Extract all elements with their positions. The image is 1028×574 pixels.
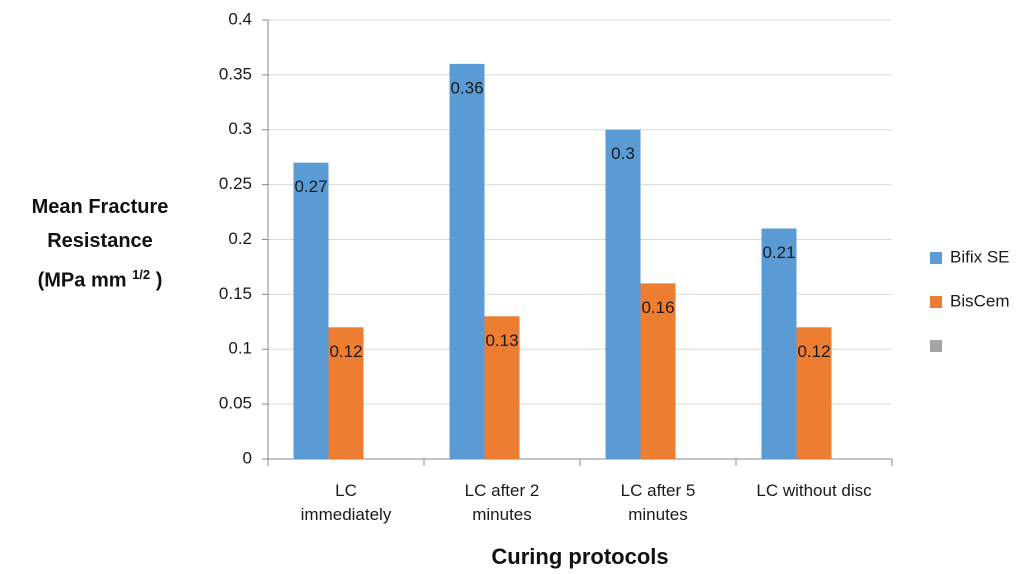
data-label: 0.27 — [294, 177, 327, 196]
y-tick-label: 0.4 — [228, 9, 252, 28]
bar — [605, 129, 641, 459]
y-tick-label: 0.1 — [228, 339, 252, 358]
y-tick-label: 0.35 — [219, 64, 252, 83]
unit: (MPa mm — [37, 269, 127, 292]
x-axis-title: Curing protocols — [491, 544, 669, 569]
y-axis-title-line: Resistance — [47, 230, 153, 252]
y-tick-label: 0.15 — [219, 284, 252, 303]
data-label: 0.13 — [485, 331, 518, 350]
x-tick-label: LC after 5 minutes — [620, 481, 696, 524]
bar — [484, 316, 520, 459]
y-tick-label: 0.25 — [219, 174, 252, 193]
y-axis-title: Mean Fracture Resistance (MPa mm 1/2 ) — [0, 190, 200, 298]
legend-swatch — [930, 340, 942, 352]
y-axis-unit: (MPa mm 1/2 ) — [0, 258, 200, 298]
bar — [328, 327, 364, 459]
y-tick-label: 0.05 — [219, 394, 252, 413]
bar — [761, 228, 797, 459]
data-label: 0.12 — [329, 342, 362, 361]
data-label: 0.16 — [641, 298, 674, 317]
bar — [640, 283, 676, 459]
data-label: 0.3 — [611, 144, 635, 163]
x-tick-label: LC immediately — [300, 481, 392, 524]
data-label: 0.12 — [797, 342, 830, 361]
bar — [796, 327, 832, 459]
x-tick-label: LC without disc — [756, 481, 872, 500]
legend-label: BisCem — [950, 291, 1010, 310]
legend-swatch — [930, 252, 942, 264]
data-label: 0.36 — [450, 78, 483, 97]
bar — [293, 162, 329, 460]
legend-swatch — [930, 296, 942, 308]
x-tick-label: LC after 2 minutes — [464, 481, 540, 524]
y-axis-title-line: Mean Fracture — [31, 196, 169, 218]
y-tick-label: 0.2 — [228, 229, 252, 248]
unit-exponent: 1/2 — [132, 267, 151, 282]
unit-close: ) — [155, 269, 163, 292]
bar — [449, 63, 485, 460]
legend-label: Bifix SE — [950, 247, 1010, 266]
y-tick-label: 0 — [243, 448, 252, 467]
data-label: 0.21 — [762, 243, 795, 262]
y-tick-label: 0.3 — [228, 119, 252, 138]
